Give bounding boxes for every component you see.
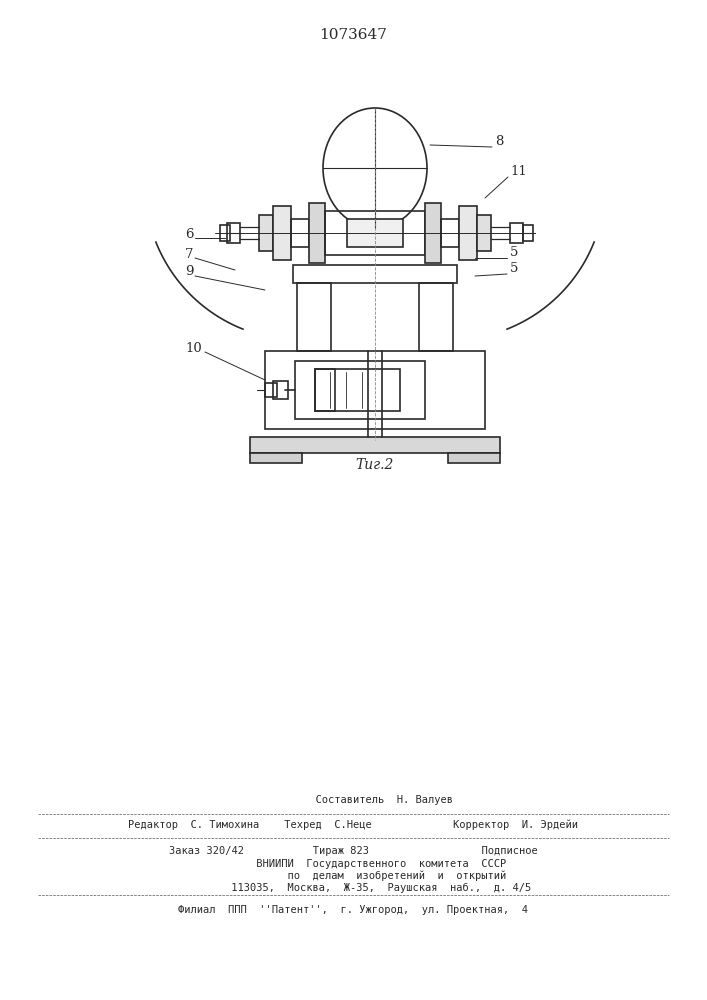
Bar	[425, 203, 441, 263]
Bar	[315, 369, 400, 411]
Bar	[220, 225, 230, 241]
Text: Составитель  Н. Валуев: Составитель Н. Валуев	[253, 795, 453, 805]
Bar	[273, 206, 291, 260]
Bar	[250, 437, 500, 453]
Bar	[295, 361, 425, 419]
Text: Τиг.2: Τиг.2	[356, 458, 395, 472]
Bar	[441, 219, 459, 247]
Bar	[459, 206, 477, 260]
Text: 1073647: 1073647	[319, 28, 387, 42]
Bar	[477, 215, 491, 251]
Bar	[273, 381, 288, 399]
Text: ВНИИПИ  Государственного  комитета  СССР: ВНИИПИ Государственного комитета СССР	[200, 859, 506, 869]
Text: 113035,  Москва,  Ж-35,  Раушская  наб.,  д. 4/5: 113035, Москва, Ж-35, Раушская наб., д. …	[175, 883, 531, 893]
Bar	[250, 453, 302, 463]
Bar	[265, 351, 485, 429]
Text: 10: 10	[185, 342, 201, 355]
Text: Заказ 320/42           Тираж 823                  Подписное: Заказ 320/42 Тираж 823 Подписное	[169, 846, 537, 856]
Bar	[419, 283, 453, 351]
Bar	[293, 265, 457, 283]
Bar	[297, 283, 331, 351]
Bar	[510, 223, 523, 243]
Text: по  делам  изобретений  и  открытий: по делам изобретений и открытий	[200, 871, 506, 881]
Bar	[347, 219, 403, 247]
Bar	[227, 223, 240, 243]
Text: 11: 11	[510, 165, 527, 178]
Text: 7: 7	[185, 248, 194, 261]
Text: Редактор  С. Тимохина    Техред  С.Неце             Корректор  И. Эрдейи: Редактор С. Тимохина Техред С.Неце Корре…	[128, 820, 578, 830]
Bar	[259, 215, 273, 251]
Bar	[291, 219, 309, 247]
Bar	[265, 383, 277, 397]
Text: 8: 8	[495, 135, 503, 148]
Text: 9: 9	[185, 265, 194, 278]
Text: 5: 5	[510, 246, 518, 259]
Bar	[309, 203, 325, 263]
Bar	[325, 211, 425, 255]
Bar	[523, 225, 533, 241]
Bar	[315, 369, 335, 411]
Text: Филиал  ППП  ''Патент'',  г. Ужгород,  ул. Проектная,  4: Филиал ППП ''Патент'', г. Ужгород, ул. П…	[178, 905, 528, 915]
Text: 5: 5	[510, 262, 518, 275]
Bar	[448, 453, 500, 463]
Text: 6: 6	[185, 228, 194, 241]
